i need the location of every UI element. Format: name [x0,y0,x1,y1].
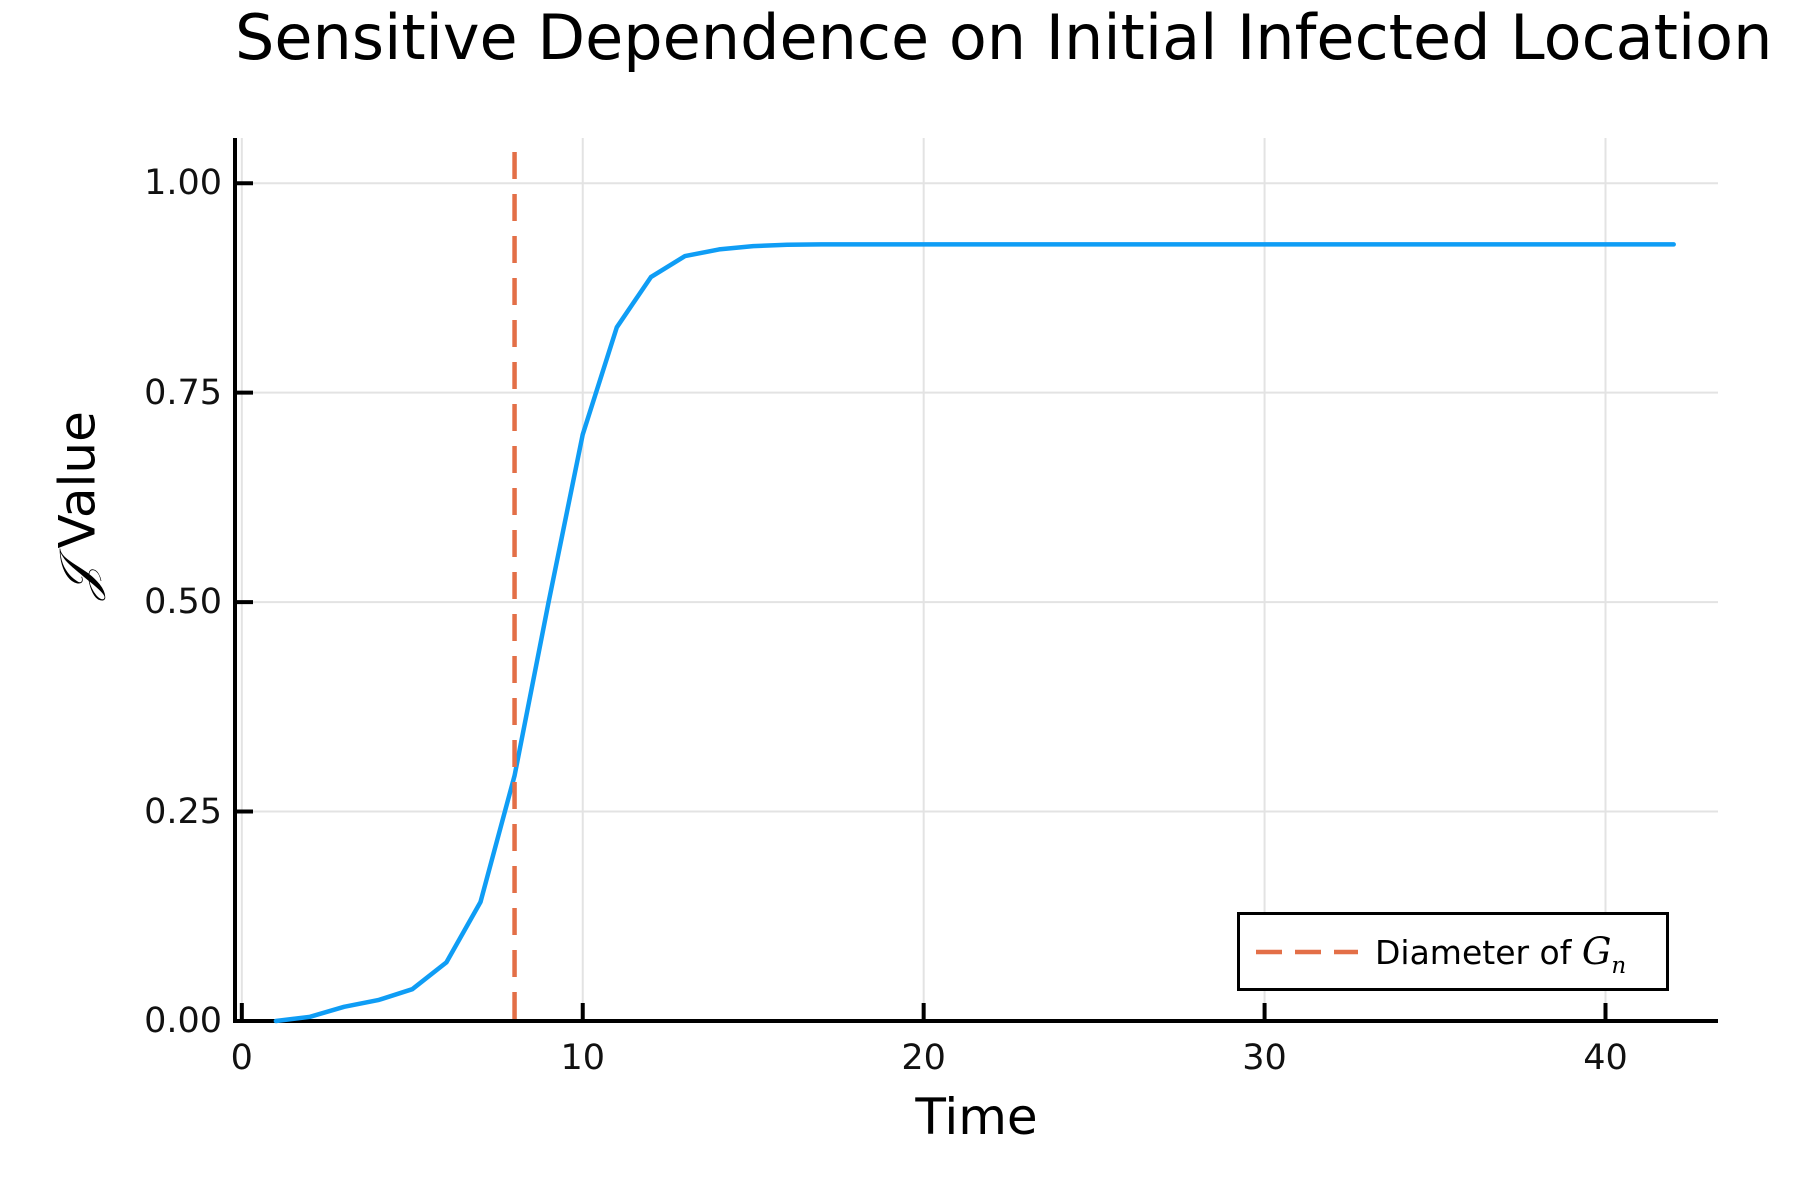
x-tick-label: 30 [1242,1038,1287,1078]
y-axis-label-text: Value [48,411,107,565]
legend-label: Diameter of Gn [1375,930,1626,978]
legend-label-prefix: Diameter of [1375,933,1582,972]
infection-curve [273,242,1676,1024]
legend: Diameter of Gn [1237,912,1669,991]
y-tick-label: 0.75 [144,372,222,413]
y-tick-label: 0.25 [144,791,222,832]
y-axis-label: 𝒥 Value [49,411,108,599]
legend-dashed-line-swatch [1256,949,1358,954]
x-tick-label: 40 [1583,1038,1628,1078]
y-tick-label: 1.00 [144,163,222,204]
chart-title: Sensitive Dependence on Initial Infected… [235,1,1773,74]
legend-label-variable: G [1581,930,1612,973]
script-j-symbol: 𝒥 [48,564,107,599]
legend-label-subscript: n [1611,953,1627,979]
x-axis-label: Time [915,1088,1038,1146]
y-tick-label: 0.00 [144,1001,222,1041]
x-tick-label: 10 [560,1038,605,1078]
x-tick-label: 0 [230,1038,253,1078]
x-tick-label: 20 [901,1038,946,1078]
y-tick-label: 0.50 [144,582,222,623]
